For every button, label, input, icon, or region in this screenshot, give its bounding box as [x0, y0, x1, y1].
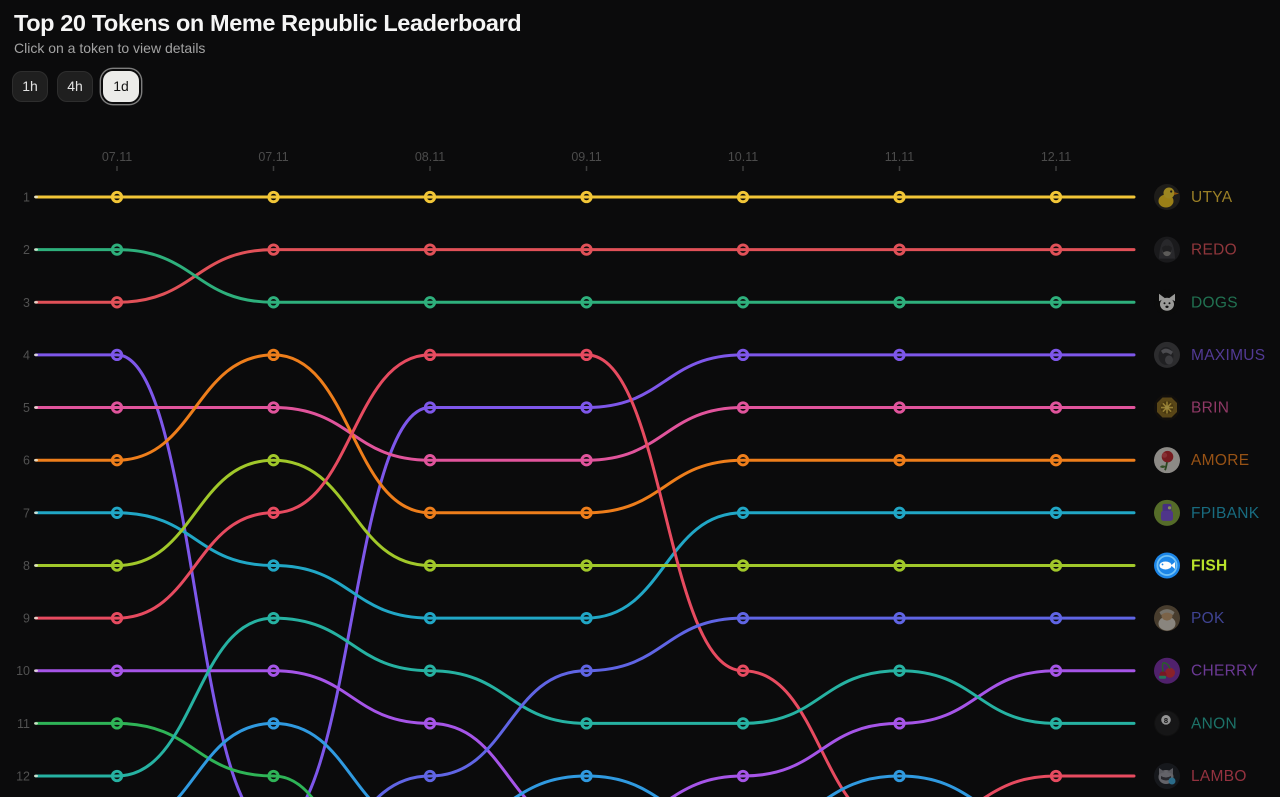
- svg-text:REDO: REDO: [1191, 242, 1237, 259]
- svg-text:2: 2: [23, 243, 30, 257]
- svg-text:BRIN: BRIN: [1191, 400, 1229, 417]
- svg-text:7: 7: [23, 506, 30, 520]
- svg-text:12.11: 12.11: [1041, 150, 1071, 164]
- svg-text:FPIBANK: FPIBANK: [1191, 505, 1260, 522]
- svg-text:10.11: 10.11: [728, 150, 758, 164]
- svg-text:6: 6: [23, 454, 30, 468]
- svg-text:12: 12: [16, 770, 30, 784]
- svg-text:08.11: 08.11: [415, 150, 445, 164]
- svg-text:8: 8: [23, 559, 30, 573]
- svg-text:UTYA: UTYA: [1191, 189, 1233, 206]
- svg-text:POK: POK: [1191, 610, 1225, 627]
- svg-text:LAMBO: LAMBO: [1191, 768, 1247, 785]
- svg-text:10: 10: [16, 664, 30, 678]
- svg-text:FISH: FISH: [1191, 558, 1228, 575]
- svg-text:8: 8: [1164, 716, 1168, 725]
- svg-text:DOGS: DOGS: [1191, 294, 1238, 311]
- svg-text:1: 1: [23, 191, 30, 205]
- svg-text:5: 5: [23, 401, 30, 415]
- svg-text:3: 3: [23, 296, 30, 310]
- svg-text:07.11: 07.11: [258, 150, 288, 164]
- svg-text:AMORE: AMORE: [1191, 452, 1249, 469]
- svg-text:MAXIMUS: MAXIMUS: [1191, 347, 1265, 364]
- svg-text:07.11: 07.11: [102, 150, 132, 164]
- svg-text:4: 4: [23, 348, 30, 362]
- svg-text:CHERRY: CHERRY: [1191, 663, 1258, 680]
- svg-text:ANON: ANON: [1191, 715, 1237, 732]
- svg-text:11.11: 11.11: [885, 150, 914, 164]
- svg-text:11: 11: [17, 717, 30, 731]
- svg-text:09.11: 09.11: [571, 150, 601, 164]
- svg-text:9: 9: [23, 612, 30, 626]
